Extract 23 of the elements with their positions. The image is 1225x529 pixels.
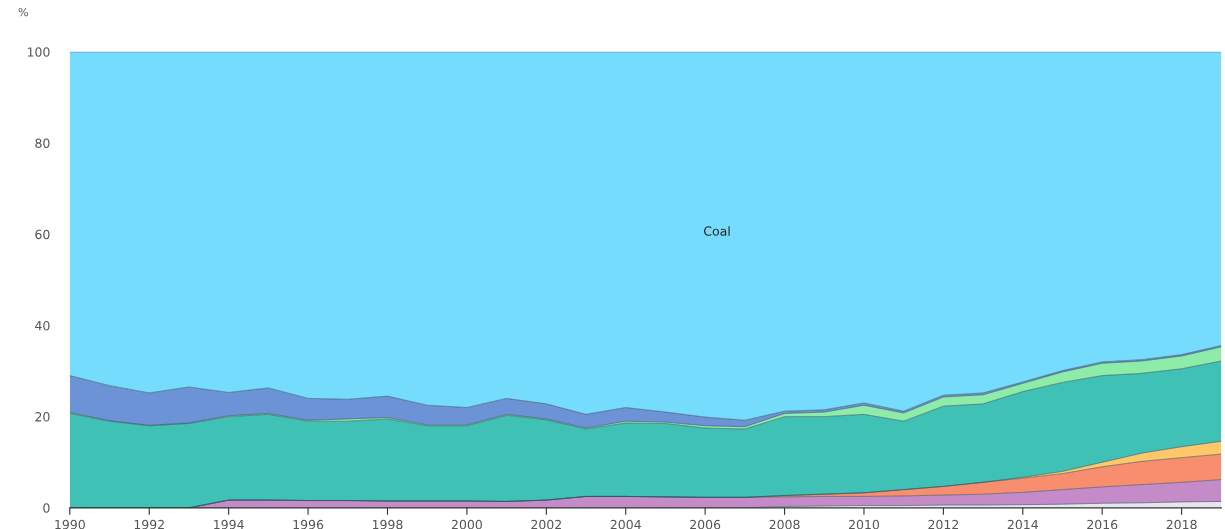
x-tick-label: 2000 (451, 519, 482, 529)
x-tick-label: 1994 (214, 519, 244, 529)
y-axis-title: % (18, 7, 28, 17)
y-tick-label: 0 (43, 503, 50, 513)
x-tick-label: 2010 (848, 519, 880, 529)
x-tick-label: 2014 (1007, 519, 1038, 529)
x-tick-label: 1990 (55, 519, 85, 529)
y-tick-label: 100 (27, 47, 50, 57)
x-tick-label: 2016 (1087, 519, 1118, 529)
x-tick-label: 1992 (134, 519, 164, 529)
x-tick-label: 2008 (769, 519, 800, 529)
x-tick-label: 1998 (372, 519, 403, 529)
x-tick-label: 2002 (531, 519, 561, 529)
x-tick-label: 2018 (1166, 519, 1197, 529)
series-label: Coal (703, 226, 730, 236)
y-tick-label: 40 (35, 320, 50, 331)
y-tick-label: 20 (35, 412, 50, 422)
x-tick-label: 2006 (690, 519, 721, 529)
x-tick-label: 2004 (610, 519, 641, 529)
y-tick-label: 80 (35, 138, 50, 148)
y-tick-label: 60 (35, 229, 50, 240)
x-tick-label: 1996 (293, 519, 324, 529)
x-tick-label: 2012 (928, 519, 959, 529)
